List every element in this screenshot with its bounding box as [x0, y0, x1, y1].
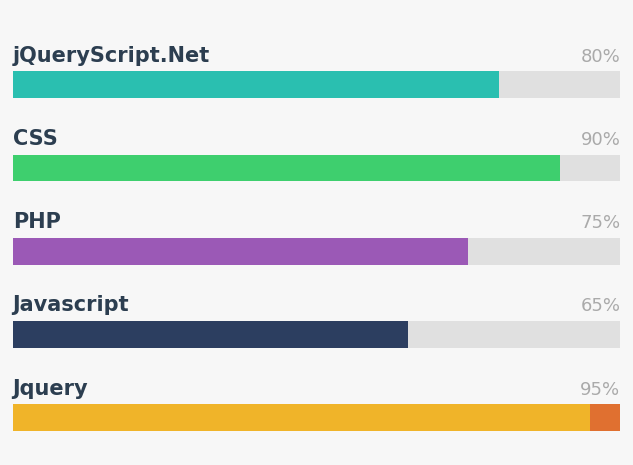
Text: Jquery: Jquery — [13, 379, 88, 399]
Bar — [13, 155, 560, 181]
Bar — [13, 321, 408, 348]
Bar — [13, 72, 499, 98]
Bar — [13, 72, 620, 98]
Bar — [13, 238, 620, 265]
Text: 95%: 95% — [580, 380, 620, 399]
Text: 75%: 75% — [580, 214, 620, 232]
Text: Javascript: Javascript — [13, 295, 129, 315]
Text: 65%: 65% — [580, 297, 620, 315]
Bar — [13, 321, 620, 348]
Bar — [13, 405, 620, 431]
Text: 80%: 80% — [580, 47, 620, 66]
Bar — [13, 405, 590, 431]
Bar — [13, 238, 468, 265]
Bar — [13, 155, 620, 181]
Text: CSS: CSS — [13, 129, 58, 149]
Text: 90%: 90% — [580, 131, 620, 149]
Text: jQueryScript.Net: jQueryScript.Net — [13, 46, 210, 66]
Text: PHP: PHP — [13, 212, 61, 232]
